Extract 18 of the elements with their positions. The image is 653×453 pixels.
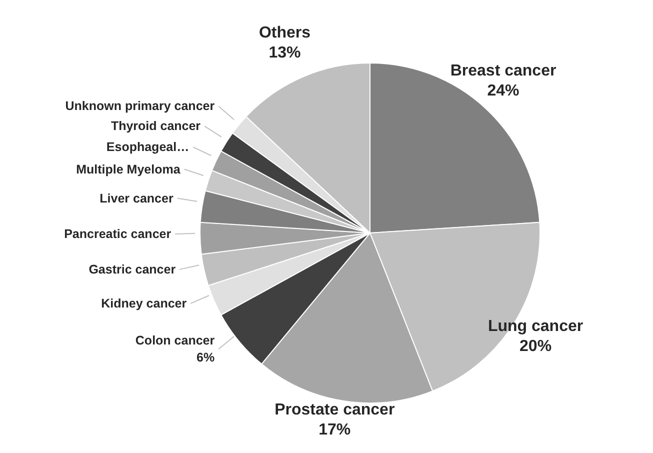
slice-label: Esophageal… <box>106 140 190 154</box>
data-label: 17% <box>318 421 351 438</box>
slice-label: Lung cancer <box>488 318 584 335</box>
slice-label: Others <box>258 24 311 42</box>
data-label: 20% <box>520 338 552 355</box>
slice-label: Pancreatic cancer <box>64 226 172 241</box>
slice-label: Prostate cancer <box>274 401 395 418</box>
slice-label: Unknown primary cancer <box>65 99 215 114</box>
data-label: 6% <box>196 350 215 365</box>
slice-label: Kidney cancer <box>101 296 187 310</box>
slice-label: Liver cancer <box>100 191 174 206</box>
slice-label: Colon cancer <box>135 334 215 348</box>
slice-label: Multiple Myeloma <box>76 162 182 176</box>
slice-label: Gastric cancer <box>88 262 176 276</box>
slice-label: Breast cancer <box>450 62 556 80</box>
data-label: 24% <box>487 82 520 100</box>
data-label: 13% <box>268 44 301 62</box>
slice-label: Thyroid cancer <box>110 119 201 134</box>
